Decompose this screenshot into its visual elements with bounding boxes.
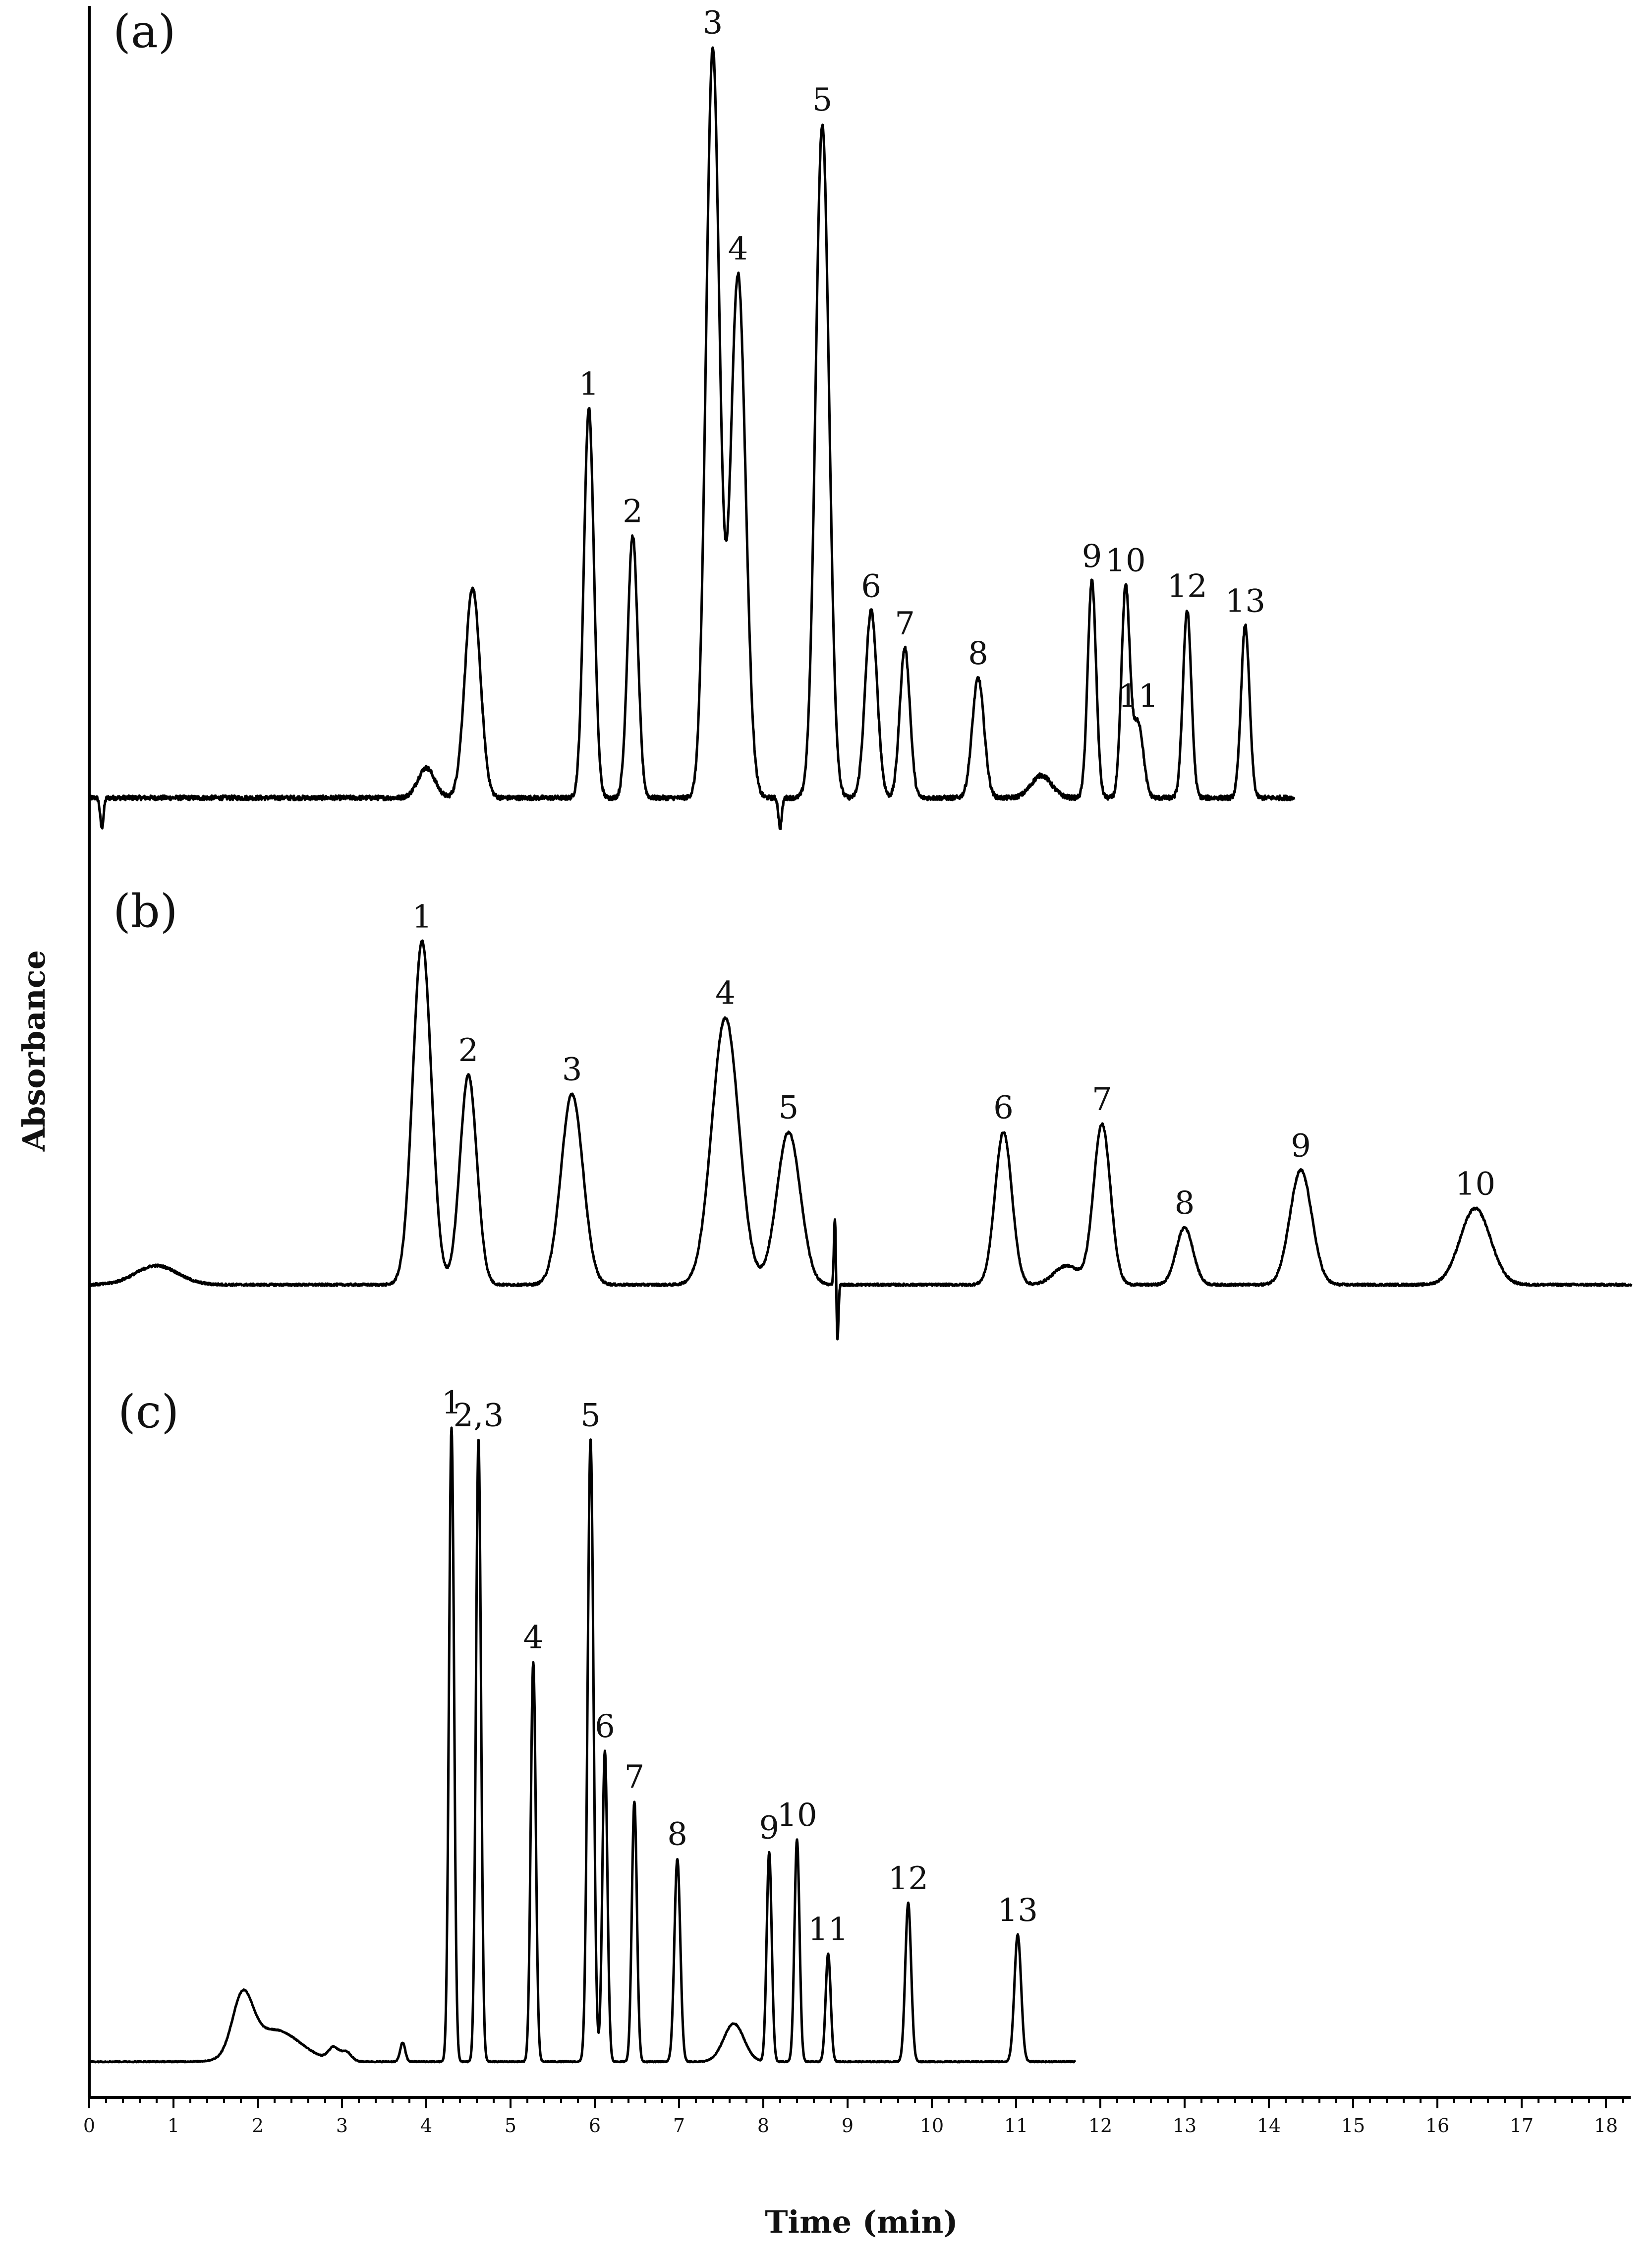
- x-axis-title: Time (min): [765, 2204, 958, 2240]
- peak-label: 1: [442, 1385, 462, 1421]
- peak-label: 5: [580, 1398, 601, 1434]
- x-tick-label: 7: [673, 2115, 685, 2137]
- x-tick-label: 1: [168, 2115, 179, 2137]
- peak-label: 12: [888, 1860, 928, 1897]
- x-tick-label: 9: [842, 2115, 854, 2137]
- peak-label: 8: [968, 635, 988, 672]
- chromatogram-trace: [88, 1426, 1077, 2064]
- peak-label: 11: [808, 1911, 848, 1948]
- peak-label: 9: [1291, 1127, 1311, 1164]
- peak-label: 2: [458, 1032, 479, 1069]
- x-tick-label: 13: [1173, 2115, 1196, 2137]
- peak-label: 1: [579, 366, 599, 403]
- x-tick-label: 0: [83, 2115, 95, 2137]
- x-tick-label: 4: [420, 2115, 432, 2137]
- peak-label: 4: [523, 1620, 544, 1656]
- x-tick-label: 5: [505, 2115, 516, 2137]
- x-tick-label: 14: [1257, 2115, 1281, 2137]
- peak-label: 5: [812, 82, 833, 118]
- peak-label: 7: [625, 1759, 645, 1796]
- peak-label: 9: [1082, 538, 1102, 575]
- chromatogram-trace: [88, 939, 1633, 1341]
- peak-label: 7: [895, 606, 915, 642]
- peak-label: 9: [759, 1809, 780, 1846]
- peak-label: 7: [1092, 1081, 1112, 1118]
- peak-label: 2: [623, 493, 643, 530]
- peak-label: 6: [993, 1089, 1014, 1126]
- peak-label: 8: [1175, 1185, 1195, 1222]
- peak-label: 3: [562, 1051, 582, 1088]
- panel-label: (a): [113, 5, 176, 58]
- x-axis-ticks: [88, 2097, 1624, 2108]
- peak-label: 3: [703, 5, 723, 42]
- x-tick-label: 18: [1594, 2115, 1618, 2137]
- x-tick-label: 2: [252, 2115, 264, 2137]
- peak-label: 5: [779, 1089, 799, 1126]
- y-axis-title: Absorbance: [16, 950, 52, 1152]
- peak-label: 10: [777, 1797, 817, 1834]
- panel-label: (b): [113, 885, 178, 938]
- panel-label: (c): [118, 1385, 179, 1438]
- chromatogram-trace: [88, 46, 1296, 830]
- x-tick-label: 17: [1510, 2115, 1534, 2137]
- peak-label: 2,3: [454, 1398, 504, 1434]
- peak-label: 13: [1225, 583, 1265, 620]
- peak-label: 6: [595, 1708, 615, 1745]
- x-tick-label: 11: [1004, 2115, 1028, 2137]
- x-tick-label: 15: [1341, 2115, 1365, 2137]
- panel-2: (b) 1 2 3 4 5 6 7 8 9 10: [88, 885, 1633, 1341]
- peak-label: 10: [1455, 1166, 1495, 1202]
- peak-label: 11: [1118, 678, 1158, 715]
- peak-label: 8: [667, 1816, 687, 1853]
- peak-label: 1: [412, 899, 432, 935]
- peak-label: 12: [1167, 568, 1207, 605]
- peak-label: 10: [1105, 542, 1145, 579]
- x-tick-label: 12: [1088, 2115, 1112, 2137]
- peak-label: 13: [998, 1892, 1038, 1929]
- peak-label: 6: [861, 568, 881, 605]
- axes: 0 1 2 3 4 5 6 7 8 9 10 11 12 13 14 15 16 17 18: [83, 6, 1631, 2137]
- x-tick-label: 3: [336, 2115, 348, 2137]
- x-tick-label: 8: [757, 2115, 769, 2137]
- panel-3: (c) 12,3 4 5 678 910 11 12 13: [88, 1385, 1077, 2064]
- peak-label: 4: [715, 975, 736, 1012]
- x-tick-label: 6: [589, 2115, 601, 2137]
- x-tick-label: 10: [920, 2115, 944, 2137]
- peak-label: 4: [728, 231, 748, 268]
- x-tick-label: 16: [1425, 2115, 1449, 2137]
- x-axis-tick-labels: 0 1 2 3 4 5 6 7 8 9 10 11 12 13 14 15 16 17 18: [83, 2115, 1618, 2137]
